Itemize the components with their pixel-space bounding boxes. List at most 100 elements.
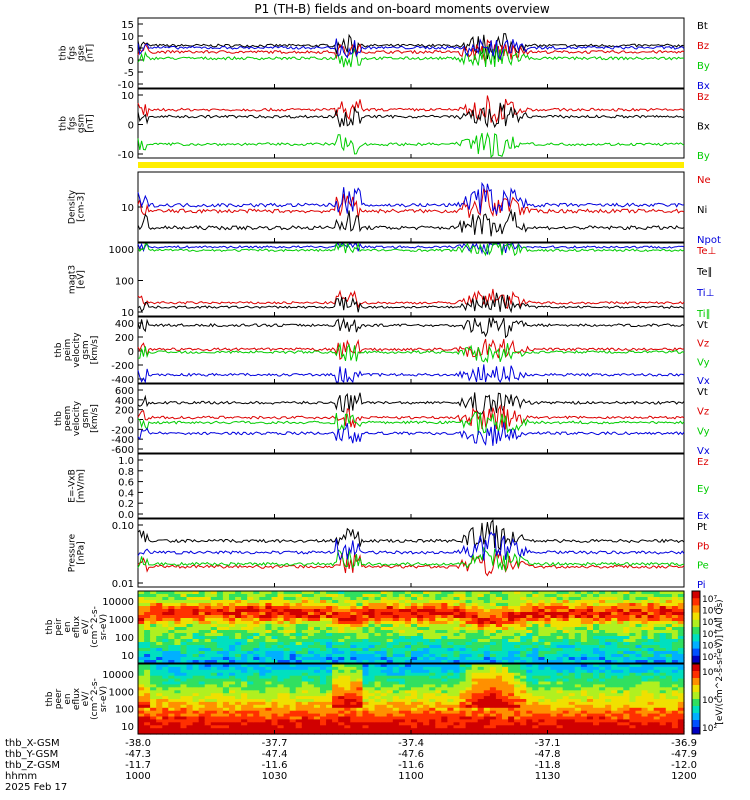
spectrogram-cell (677, 725, 685, 729)
spectrogram-cell (368, 645, 376, 649)
spectrogram-cell (350, 591, 357, 595)
spectrogram-cell (453, 657, 461, 661)
spectrogram-cell (156, 710, 163, 715)
spectrogram-cell (241, 633, 248, 637)
spectrogram-cell (532, 657, 539, 661)
spectrogram-cell (295, 728, 303, 732)
spectrogram-cell (241, 704, 248, 709)
spectrogram-cell (174, 678, 182, 683)
spectrogram-cell (332, 687, 339, 691)
spectrogram-cell (556, 612, 564, 616)
spectrogram-cell (222, 624, 230, 628)
spectrogram-cell (150, 606, 157, 610)
spectrogram-cell (465, 716, 473, 720)
spectrogram-cell (313, 627, 321, 631)
spectrogram-cell (502, 678, 509, 683)
spectrogram-cell (289, 609, 297, 613)
spectrogram-cell (417, 704, 424, 709)
spectrogram-cell (465, 684, 473, 688)
spectrogram-cell (374, 719, 382, 723)
spectrogram-cell (204, 666, 212, 671)
spectrogram-cell (623, 664, 630, 668)
spectrogram-cell (368, 648, 376, 652)
spectrogram-cell (301, 639, 309, 643)
spectrogram-cell (356, 722, 364, 726)
spectrogram-cell (599, 693, 606, 697)
spectrogram-cell (465, 731, 473, 735)
spectrogram-cell (210, 696, 218, 700)
spectrogram-cell (277, 621, 285, 625)
spectrogram-cell (289, 630, 297, 634)
spectrogram-cell (241, 681, 248, 685)
spectrogram-cell (659, 707, 667, 712)
spectrogram-cell (144, 594, 151, 598)
y-tick-label: 400 (115, 396, 134, 407)
spectrogram-cell (520, 690, 527, 694)
spectrogram-cell (562, 707, 570, 712)
spectrogram-cell (138, 707, 145, 712)
spectrogram-cell (544, 719, 552, 723)
spectrogram-cell (538, 624, 546, 628)
spectrogram-cell (168, 687, 175, 691)
spectrogram-cell (605, 633, 612, 637)
spectrogram-cell (392, 612, 400, 616)
spectrogram-cell (447, 678, 455, 683)
spectrogram-cell (514, 731, 521, 735)
spectrogram-cell (295, 684, 303, 688)
colorbar-cell (692, 654, 700, 657)
spectrogram-cell (429, 660, 436, 664)
spectrogram-cell (374, 648, 382, 652)
spectrogram-cell (386, 678, 394, 683)
spectrogram-cell (447, 707, 455, 712)
y-tick-label: 0.6 (118, 478, 134, 489)
spectrogram-cell (611, 600, 618, 604)
spectrogram-cell (162, 669, 169, 674)
spectrogram-cell (417, 719, 424, 723)
spectrogram-cell (653, 707, 661, 712)
spectrogram-cell (459, 719, 467, 723)
spectrogram-cell (186, 707, 194, 712)
spectrogram-cell (138, 660, 145, 664)
spectrogram-cell (453, 664, 461, 668)
spectrogram-cell (344, 678, 351, 683)
spectrogram-cell (277, 615, 285, 619)
spectrogram-cell (489, 687, 497, 691)
y-tick-label: 0 (128, 121, 134, 132)
spectrogram-cell (283, 681, 291, 685)
spectrogram-cell (180, 624, 188, 628)
spectrogram-cell (210, 728, 218, 732)
spectrogram-cell (156, 651, 163, 655)
spectrogram-cell (653, 654, 661, 658)
spectrogram-cell (593, 633, 600, 637)
spectrogram-cell (392, 621, 400, 625)
spectrogram-cell (671, 603, 679, 607)
spectrogram-cell (520, 606, 527, 610)
spectrogram-cell (599, 728, 606, 732)
spectrogram-cell (368, 639, 376, 643)
spectrogram-cell (586, 618, 594, 622)
spectrogram-cell (235, 657, 242, 661)
spectrogram-cell (435, 615, 442, 619)
spectrogram-cell (198, 612, 206, 616)
spectrogram-cell (301, 731, 309, 735)
spectrogram-cell (574, 606, 582, 610)
spectrogram-cell (653, 594, 661, 598)
spectrogram-cell (150, 722, 157, 726)
spectrogram-cell (271, 725, 279, 729)
spectrogram-cell (404, 681, 412, 685)
spectrogram-cell (368, 627, 376, 631)
spectrogram-cell (265, 606, 273, 610)
spectrogram-cell (174, 636, 182, 640)
spectrogram-cell (180, 710, 188, 715)
spectrogram-cell (247, 603, 254, 607)
spectrogram-cell (307, 707, 315, 712)
spectrogram-cell (271, 642, 279, 646)
spectrogram-cell (629, 594, 637, 598)
spectrogram-cell (210, 666, 218, 671)
spectrogram-cell (144, 633, 151, 637)
spectrogram-cell (222, 731, 230, 735)
spectrogram-cell (465, 609, 473, 613)
spectrogram-cell (247, 636, 254, 640)
spectrogram-cell (586, 642, 594, 646)
spectrogram-cell (489, 690, 497, 694)
